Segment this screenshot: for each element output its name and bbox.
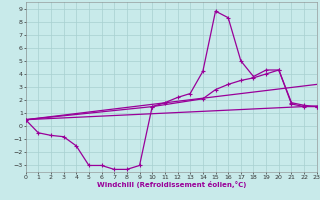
X-axis label: Windchill (Refroidissement éolien,°C): Windchill (Refroidissement éolien,°C) <box>97 181 246 188</box>
